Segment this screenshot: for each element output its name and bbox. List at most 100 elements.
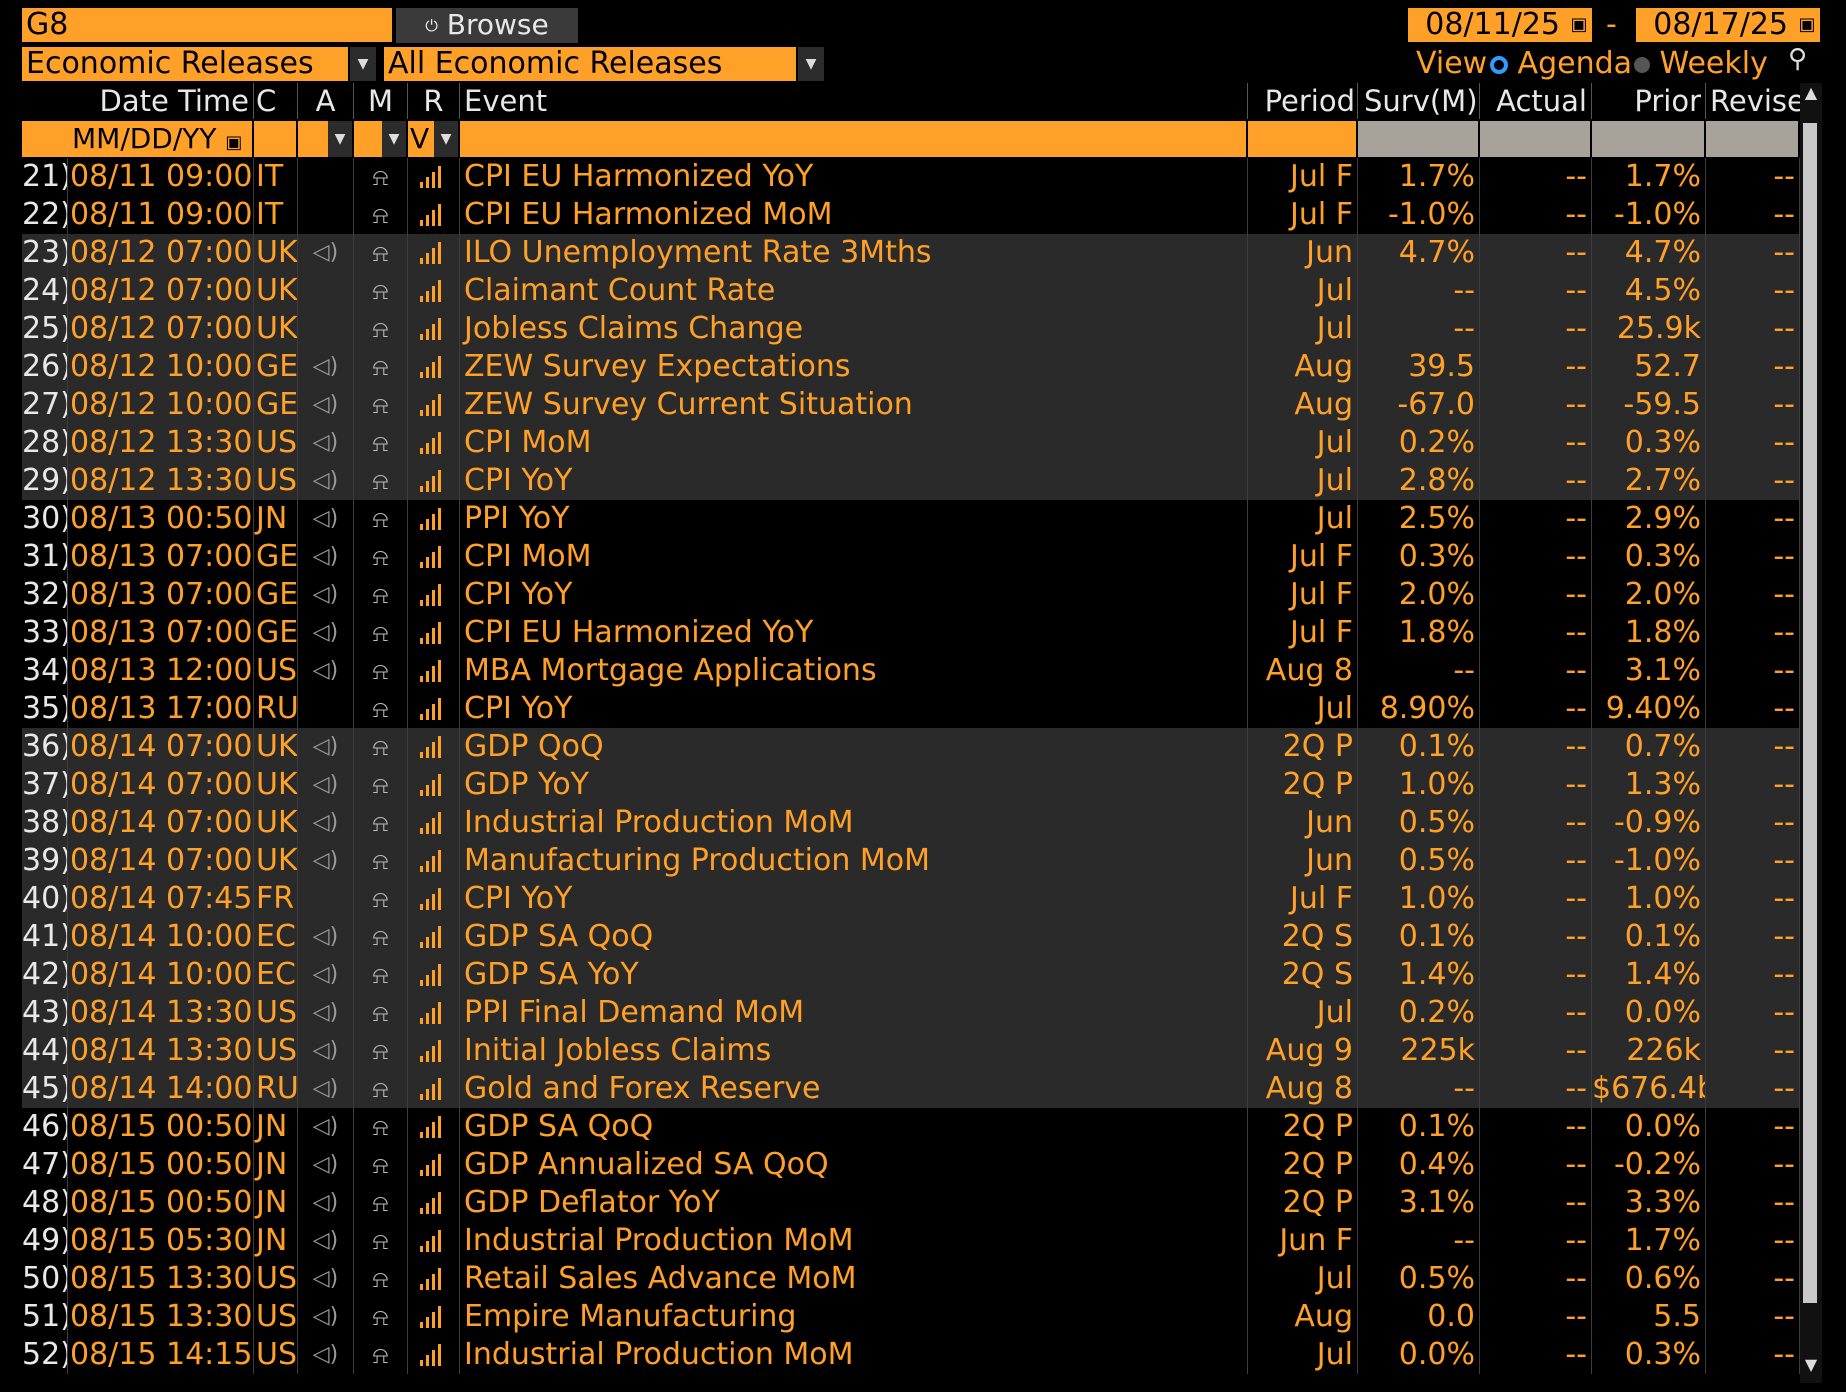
event-name[interactable]: GDP YoY [460,766,1248,804]
browse-button[interactable]: ⏻ Browse [396,8,578,43]
speaker-icon[interactable]: ◁) [298,1108,354,1146]
event-name[interactable]: MBA Mortgage Applications [460,652,1248,690]
event-name[interactable]: GDP Deflator YoY [460,1184,1248,1222]
bell-icon[interactable]: ⍾ [354,880,408,918]
header-period[interactable]: Period [1248,83,1358,119]
scroll-up-icon[interactable]: ▲ [1804,83,1818,102]
bell-icon[interactable]: ⍾ [354,842,408,880]
table-row[interactable]: 35) 08/13 17:00 RU ⍾ CPI YoY Jul 8.90% -- 9.40% -… [22,690,1800,728]
speaker-icon[interactable]: ◁) [298,614,354,652]
bell-icon[interactable]: ⍾ [354,652,408,690]
table-row[interactable]: 49) 08/15 05:30 JN ◁) ⍾ Industrial Production… [22,1222,1800,1260]
bell-icon[interactable]: ⍾ [354,1336,408,1374]
bell-icon[interactable]: ⍾ [354,1108,408,1146]
table-row[interactable]: 47) 08/15 00:50 JN ◁) ⍾ GDP Annualized SA QoQ… [22,1146,1800,1184]
bell-icon[interactable]: ⍾ [354,994,408,1032]
speaker-icon[interactable]: ◁) [298,918,354,956]
view-weekly-option[interactable]: Weekly [1634,47,1768,81]
speaker-icon[interactable]: ◁) [298,234,354,272]
table-row[interactable]: 33) 08/13 07:00 GE ◁) ⍾ CPI EU Harmonized YoY… [22,614,1800,652]
speaker-icon[interactable]: ◁) [298,766,354,804]
calendar-icon[interactable]: ▣ [1566,8,1592,42]
scrollbar-thumb[interactable] [1803,123,1817,1303]
vertical-scrollbar[interactable]: ▲ ▼ [1800,83,1822,1383]
chevron-down-icon[interactable]: ▼ [328,121,352,157]
speaker-icon[interactable]: ◁) [298,1336,354,1374]
event-name[interactable]: CPI EU Harmonized YoY [460,158,1248,196]
scroll-down-icon[interactable]: ▼ [1804,1355,1818,1374]
bell-icon[interactable]: ⍾ [354,690,408,728]
chevron-down-icon[interactable]: ▼ [434,121,458,157]
bell-icon[interactable]: ⍾ [354,766,408,804]
bell-icon[interactable]: ⍾ [354,424,408,462]
speaker-icon[interactable]: ◁) [298,652,354,690]
table-row[interactable]: 23) 08/12 07:00 UK ◁) ⍾ ILO Unemployment Rate… [22,234,1800,272]
speaker-icon[interactable]: ◁) [298,994,354,1032]
speaker-icon[interactable]: ◁) [298,462,354,500]
event-name[interactable]: Industrial Production MoM [460,1222,1248,1260]
event-name[interactable]: CPI YoY [460,462,1248,500]
speaker-icon[interactable]: ◁) [298,1298,354,1336]
speaker-icon[interactable]: ◁) [298,1260,354,1298]
event-name[interactable]: GDP SA QoQ [460,1108,1248,1146]
alert-empty[interactable] [298,158,354,196]
table-row[interactable]: 25) 08/12 07:00 UK ⍾ Jobless Claims Change Ju… [22,310,1800,348]
event-name[interactable]: GDP QoQ [460,728,1248,766]
event-name[interactable]: GDP SA QoQ [460,918,1248,956]
table-row[interactable]: 43) 08/14 13:30 US ◁) ⍾ PPI Final Demand MoM J… [22,994,1800,1032]
header-revised[interactable]: Revised [1710,84,1824,118]
bell-icon[interactable]: ⍾ [354,272,408,310]
bell-icon[interactable]: ⍾ [354,1032,408,1070]
subcategory-select[interactable]: All Economic Releases [384,47,796,81]
event-name[interactable]: CPI YoY [460,880,1248,918]
speaker-icon[interactable]: ◁) [298,500,354,538]
table-row[interactable]: 38) 08/14 07:00 UK ◁) ⍾ Industrial Production… [22,804,1800,842]
bell-icon[interactable]: ⍾ [354,728,408,766]
table-row[interactable]: 36) 08/14 07:00 UK ◁) ⍾ GDP QoQ 2Q P 0.1% -- 0.7%… [22,728,1800,766]
event-name[interactable]: Jobless Claims Change [460,310,1248,348]
table-row[interactable]: 26) 08/12 10:00 GE ◁) ⍾ ZEW Survey Expectatio… [22,348,1800,386]
speaker-icon[interactable]: ◁) [298,348,354,386]
table-row[interactable]: 51) 08/15 13:30 US ◁) ⍾ Empire Manufacturing A… [22,1298,1800,1336]
calendar-icon[interactable]: ▣ [1794,8,1820,42]
bell-icon[interactable]: ⍾ [354,804,408,842]
speaker-icon[interactable]: ◁) [298,842,354,880]
table-row[interactable]: 32) 08/13 07:00 GE ◁) ⍾ CPI YoY Jul F 2.0% -- 2.0… [22,576,1800,614]
event-name[interactable]: CPI MoM [460,538,1248,576]
event-name[interactable]: ZEW Survey Expectations [460,348,1248,386]
table-row[interactable]: 42) 08/14 10:00 EC ◁) ⍾ GDP SA YoY 2Q S 1.4% -- 1… [22,956,1800,994]
alert-empty[interactable] [298,272,354,310]
speaker-icon[interactable]: ◁) [298,1184,354,1222]
table-row[interactable]: 22) 08/11 09:00 IT ⍾ CPI EU Harmonized MoM Ju… [22,196,1800,234]
bell-icon[interactable]: ⍾ [354,1222,408,1260]
event-name[interactable]: Industrial Production MoM [460,1336,1248,1374]
event-name[interactable]: CPI MoM [460,424,1248,462]
event-name[interactable]: Industrial Production MoM [460,804,1248,842]
table-row[interactable]: 24) 08/12 07:00 UK ⍾ Claimant Count Rate Jul -… [22,272,1800,310]
table-row[interactable]: 46) 08/15 00:50 JN ◁) ⍾ GDP SA QoQ 2Q P 0.1% -- 0… [22,1108,1800,1146]
alert-empty[interactable] [298,196,354,234]
country-filter[interactable] [254,121,298,157]
event-name[interactable]: Claimant Count Rate [460,272,1248,310]
table-row[interactable]: 41) 08/14 10:00 EC ◁) ⍾ GDP SA QoQ 2Q S 0.1% -- 0… [22,918,1800,956]
chevron-down-icon[interactable]: ▼ [382,121,406,157]
speaker-icon[interactable]: ◁) [298,1222,354,1260]
bell-icon[interactable]: ⍾ [354,956,408,994]
table-row[interactable]: 52) 08/15 14:15 US ◁) ⍾ Industrial Production… [22,1336,1800,1374]
bell-icon[interactable]: ⍾ [354,614,408,652]
event-name[interactable]: Gold and Forex Reserve [460,1070,1248,1108]
table-row[interactable]: 30) 08/13 00:50 JN ◁) ⍾ PPI YoY Jul 2.5% -- 2.9% -… [22,500,1800,538]
table-row[interactable]: 39) 08/14 07:00 UK ◁) ⍾ Manufacturing Product… [22,842,1800,880]
speaker-icon[interactable]: ◁) [298,956,354,994]
header-country[interactable]: C [254,83,298,119]
event-name[interactable]: CPI EU Harmonized YoY [460,614,1248,652]
security-input[interactable]: G8 [22,8,392,42]
header-monitor[interactable]: M [354,83,408,119]
bell-icon[interactable]: ⍾ [354,500,408,538]
header-prior[interactable]: Prior [1592,83,1706,119]
alert-empty[interactable] [298,690,354,728]
speaker-icon[interactable]: ◁) [298,424,354,462]
date-to-input[interactable]: 08/17/25 [1636,8,1794,42]
speaker-icon[interactable]: ◁) [298,1032,354,1070]
